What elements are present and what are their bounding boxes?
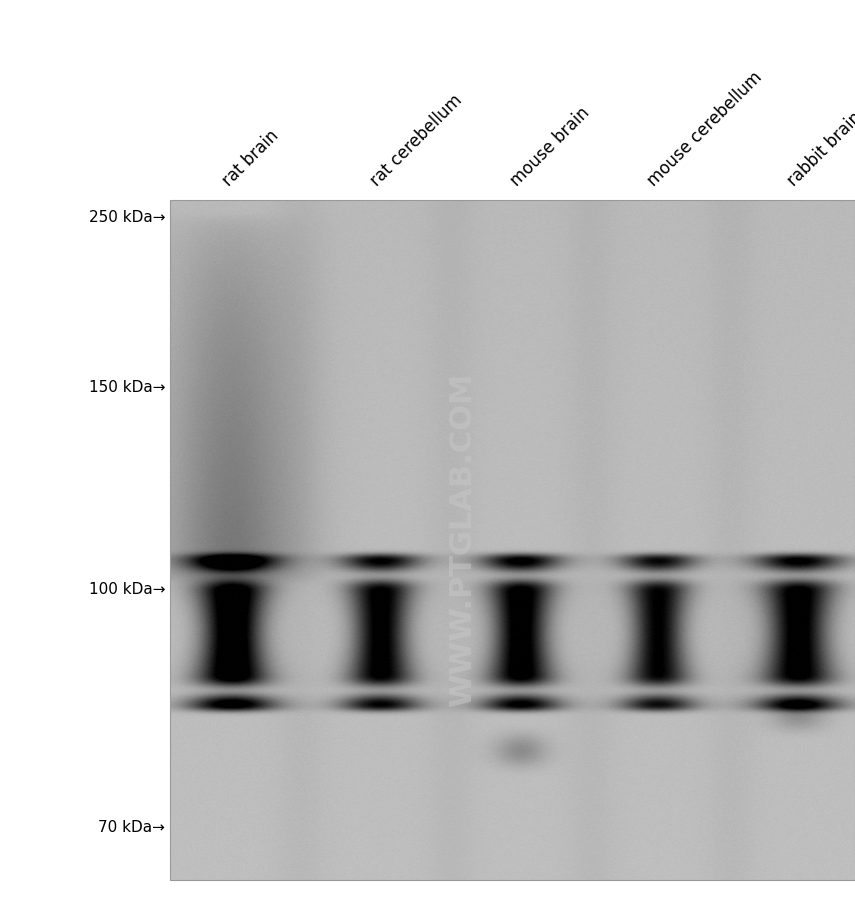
Text: mouse cerebellum: mouse cerebellum (645, 69, 766, 190)
Bar (170, 200, 855, 880)
Text: 150 kDa→: 150 kDa→ (89, 381, 165, 395)
Text: 70 kDa→: 70 kDa→ (98, 821, 165, 835)
Text: 100 kDa→: 100 kDa→ (89, 583, 165, 597)
Text: rat cerebellum: rat cerebellum (368, 92, 466, 190)
Text: mouse brain: mouse brain (507, 104, 593, 190)
Text: rabbit brain: rabbit brain (784, 109, 855, 190)
Text: rat brain: rat brain (219, 127, 282, 190)
Text: WWW.PTGLAB.COM: WWW.PTGLAB.COM (448, 372, 477, 707)
Text: 250 kDa→: 250 kDa→ (89, 210, 165, 225)
